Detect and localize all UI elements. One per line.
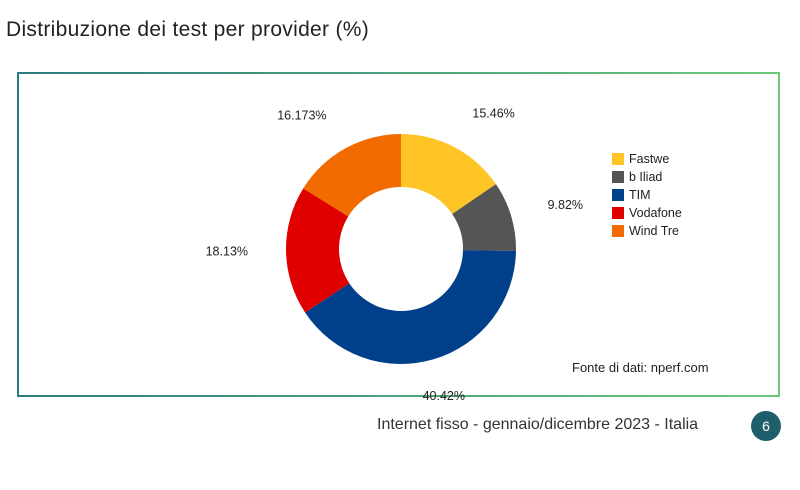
legend-swatch [612,207,624,219]
data-label-windtre: 16.173% [277,108,326,122]
data-source-note: Fonte di dati: nperf.com [572,360,709,375]
slice-iliad [452,184,516,252]
slice-windtre [303,134,401,217]
slice-vodafone [285,188,350,313]
data-label-tim: 40.42% [423,389,465,403]
legend-label: Vodafone [629,206,682,220]
chart-legend: Fastwe b Iliad TIM Vodafone Wind Tre [612,150,682,240]
legend-item-fastweb: Fastwe [612,150,682,168]
slice-tim [305,250,516,364]
legend-swatch [612,153,624,165]
page-number-badge: 6 [751,411,781,441]
data-label-fastweb: 15.46% [472,107,514,121]
legend-label: Fastwe [629,152,670,166]
legend-swatch [612,189,624,201]
legend-swatch [612,171,624,183]
data-label-vodafone: 18.13% [206,244,248,258]
legend-item-windtre: Wind Tre [612,222,682,240]
footer-caption: Internet fisso - gennaio/dicembre 2023 -… [377,416,699,433]
legend-swatch [612,225,624,237]
legend-item-vodafone: Vodafone [612,204,682,222]
legend-item-tim: TIM [612,186,682,204]
page-title: Distribuzione dei test per provider (%) [6,18,370,41]
legend-label: TIM [629,188,651,202]
legend-label: Wind Tre [629,224,680,238]
legend-label: b Iliad [629,170,663,184]
slice-fastweb [401,134,496,215]
data-label-iliad: 9.82% [548,198,583,212]
legend-item-iliad: b Iliad [612,168,682,186]
